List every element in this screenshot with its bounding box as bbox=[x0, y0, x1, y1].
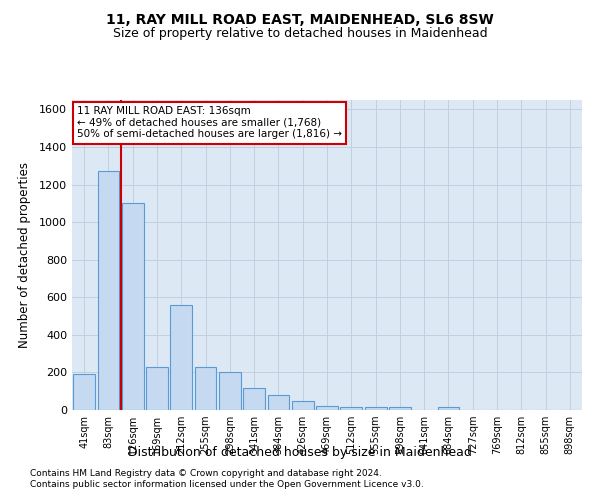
Bar bbox=[365, 406, 386, 410]
Bar bbox=[340, 406, 362, 410]
Bar bbox=[122, 204, 143, 410]
Text: Size of property relative to detached houses in Maidenhead: Size of property relative to detached ho… bbox=[113, 28, 487, 40]
Bar bbox=[243, 388, 265, 410]
Bar bbox=[437, 406, 460, 410]
Bar bbox=[389, 406, 411, 410]
Text: 11, RAY MILL ROAD EAST, MAIDENHEAD, SL6 8SW: 11, RAY MILL ROAD EAST, MAIDENHEAD, SL6 … bbox=[106, 12, 494, 26]
Bar bbox=[194, 367, 217, 410]
Y-axis label: Number of detached properties: Number of detached properties bbox=[17, 162, 31, 348]
Bar bbox=[146, 367, 168, 410]
Text: 11 RAY MILL ROAD EAST: 136sqm
← 49% of detached houses are smaller (1,768)
50% o: 11 RAY MILL ROAD EAST: 136sqm ← 49% of d… bbox=[77, 106, 342, 140]
Bar bbox=[292, 400, 314, 410]
Bar bbox=[268, 395, 289, 410]
Text: Contains HM Land Registry data © Crown copyright and database right 2024.: Contains HM Land Registry data © Crown c… bbox=[30, 468, 382, 477]
Bar bbox=[73, 374, 95, 410]
Bar bbox=[316, 406, 338, 410]
Text: Contains public sector information licensed under the Open Government Licence v3: Contains public sector information licen… bbox=[30, 480, 424, 489]
Text: Distribution of detached houses by size in Maidenhead: Distribution of detached houses by size … bbox=[128, 446, 472, 459]
Bar bbox=[219, 372, 241, 410]
Bar bbox=[97, 172, 119, 410]
Bar bbox=[170, 305, 192, 410]
